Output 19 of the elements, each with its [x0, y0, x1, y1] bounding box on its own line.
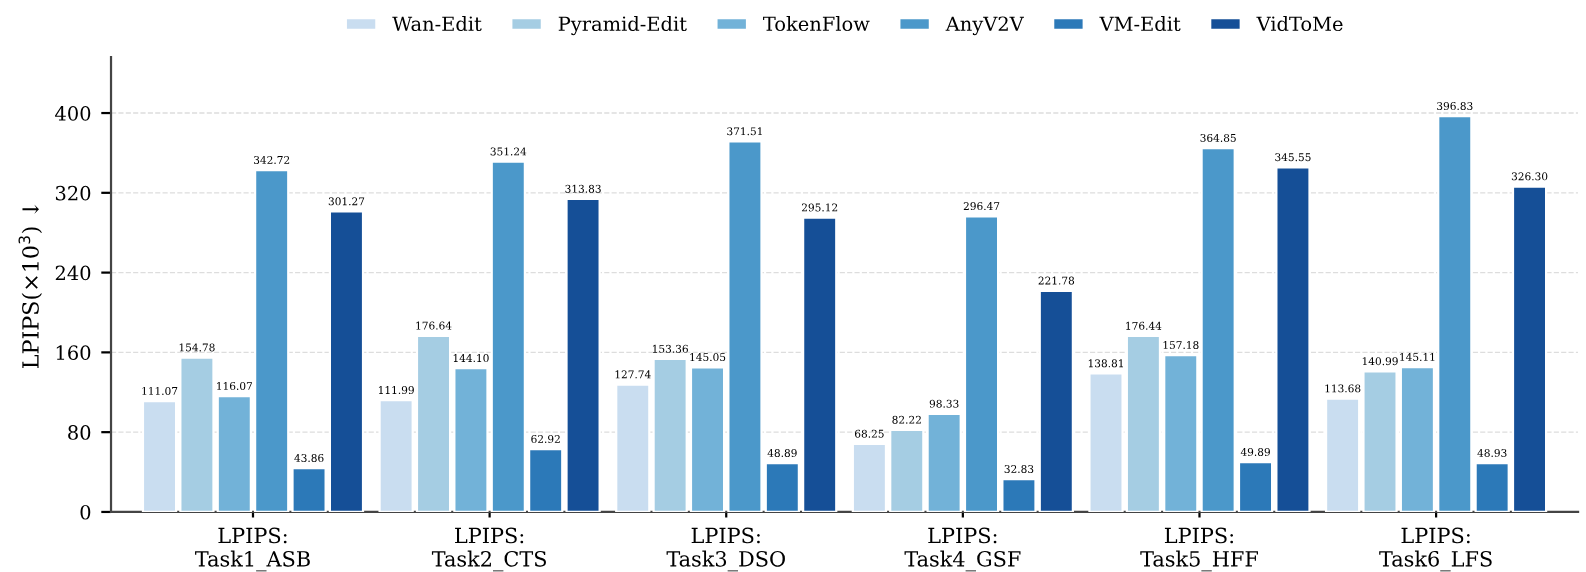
y-tick-label: 400: [55, 106, 91, 121]
y-tick-label: 240: [55, 265, 91, 281]
x-tick-label: LPIPS: Task1_ASB: [195, 527, 310, 572]
y-tick-label: 320: [55, 185, 91, 201]
legend-label: TokenFlow: [763, 16, 870, 32]
x-tick-label: LPIPS: Task5_HFF: [1140, 527, 1258, 572]
x-tick-label: LPIPS: Task2_CTS: [431, 527, 546, 572]
legend-label: VM-Edit: [1099, 16, 1181, 32]
y-axis-title: LPIPS(×10$^{3}$) ↓: [18, 204, 43, 369]
legend-label: VidToMe: [1256, 16, 1343, 32]
legend-label: AnyV2V: [945, 16, 1025, 36]
y-tick-label: 160: [56, 345, 91, 361]
y-tick-label: 80: [68, 425, 91, 440]
y-tick-label: 0: [80, 504, 91, 520]
legend-label: Pyramid-Edit: [558, 16, 687, 36]
legend-label: Wan-Edit: [392, 16, 482, 32]
x-tick-label: LPIPS: Task4_GSF: [904, 527, 1021, 572]
x-tick-label: LPIPS: Task3_DSO: [666, 527, 785, 572]
x-tick-label: LPIPS: Task6_LFS: [1379, 527, 1492, 572]
